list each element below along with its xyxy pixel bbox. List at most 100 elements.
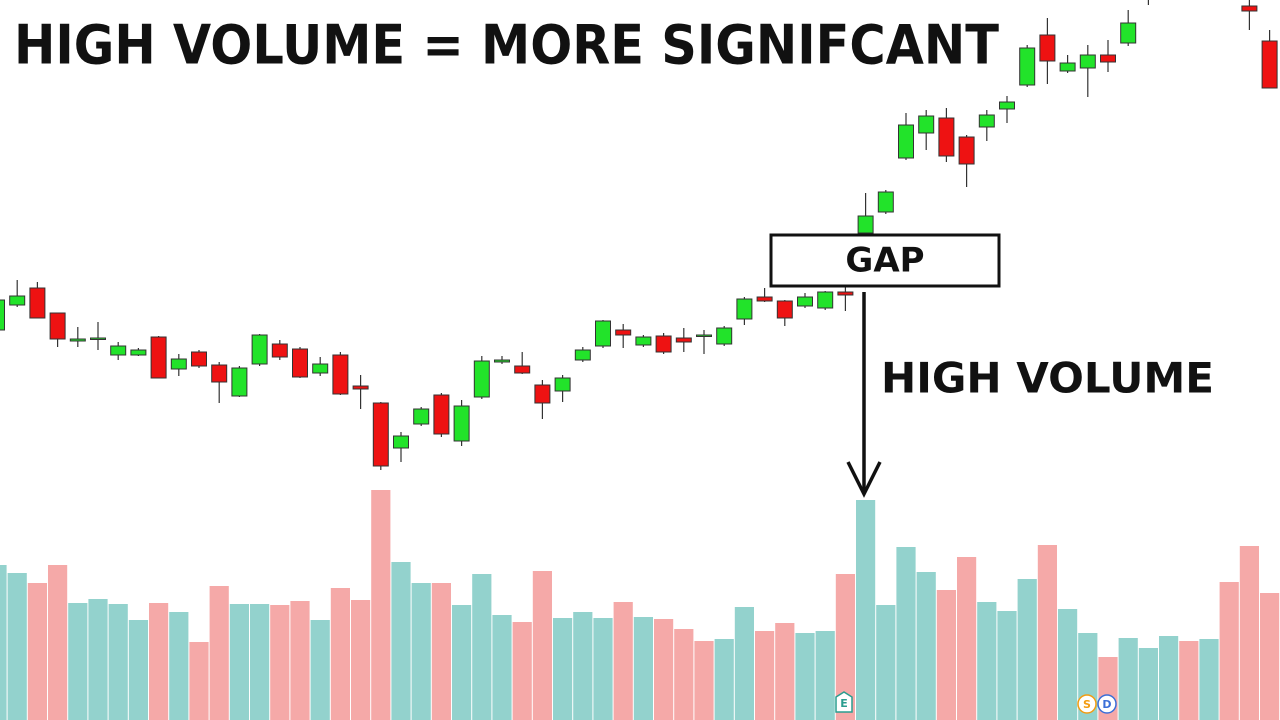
volume-bar (674, 629, 694, 720)
volume-bar (209, 586, 229, 720)
volume-bar (815, 631, 835, 720)
volume-bar (553, 618, 573, 720)
volume-bar (1058, 609, 1078, 720)
candle-body (978, 114, 995, 128)
marker-badge (1097, 694, 1117, 714)
candle-body (938, 117, 955, 157)
candle-body (372, 402, 389, 467)
candle-body (534, 384, 551, 404)
volume-bar (714, 639, 734, 720)
candle-body (393, 435, 409, 449)
marker-label: S (1083, 698, 1091, 711)
volume-bar (1138, 648, 1158, 720)
candle-body (1019, 47, 1036, 86)
volume-bar (88, 599, 108, 720)
candle-body (958, 136, 975, 165)
volume-bar (472, 574, 492, 720)
volume-bar (1037, 545, 1057, 720)
candle-body (918, 115, 935, 134)
volume-bar (512, 622, 532, 720)
candle-body (150, 336, 167, 379)
volume-bar (795, 633, 815, 720)
volume-bar (694, 641, 714, 720)
candle-body (554, 377, 571, 392)
marker-label: E (840, 697, 848, 710)
candle-body (797, 296, 813, 307)
candle-body (332, 354, 349, 395)
candle-body (736, 298, 753, 320)
candle-body (271, 343, 288, 358)
volume-bar (310, 620, 330, 720)
candle-body (130, 349, 147, 356)
volume-bar (856, 500, 876, 720)
candle-body (1039, 34, 1056, 62)
volume-bar (1159, 636, 1179, 720)
volume-bar (391, 562, 411, 720)
candle-body (857, 215, 874, 234)
candle-body (9, 295, 26, 306)
volume-bar (108, 604, 128, 720)
volume-bar (290, 601, 310, 720)
volume-bar (68, 603, 88, 720)
candle-body (69, 338, 86, 342)
volume-bar (371, 490, 391, 720)
candle-body (1059, 62, 1076, 72)
candle-body (29, 287, 46, 319)
volume-bar (27, 583, 47, 720)
volume-bar (169, 612, 189, 720)
volume-bar (1260, 593, 1280, 720)
candle-body (292, 348, 308, 378)
event-marker[interactable]: S (1077, 694, 1097, 714)
candle-body (655, 335, 672, 353)
candle-body (675, 337, 692, 343)
candle-body (574, 349, 591, 361)
volume-bar (270, 605, 290, 720)
volume-bar (775, 623, 795, 720)
candle-body (1261, 40, 1278, 89)
candle-body (514, 365, 531, 374)
candle-body (312, 363, 329, 374)
volume-bar (229, 604, 249, 720)
volume-bar (997, 611, 1017, 720)
candle-body (776, 300, 793, 319)
volume-bar (633, 617, 653, 720)
candle-body (817, 291, 834, 309)
candle-body (352, 385, 369, 390)
event-marker[interactable]: E (835, 691, 853, 713)
volume-bar (1179, 641, 1199, 720)
candle-body (696, 334, 712, 337)
volume-annotation: HIGH VOLUME (881, 354, 1214, 403)
volume-bar (613, 602, 633, 720)
volume-bar (330, 588, 350, 720)
volume-bar (896, 547, 916, 720)
marker-label: D (1102, 698, 1111, 711)
event-marker[interactable]: D (1097, 694, 1117, 714)
candle-body (170, 358, 187, 370)
candle-body (1079, 54, 1096, 69)
volume-bar (593, 618, 613, 720)
volume-bar (977, 602, 997, 720)
volume-bar (128, 620, 148, 720)
volume-bar (431, 583, 451, 720)
candle-body (1120, 22, 1137, 44)
volume-bar (411, 583, 431, 720)
candle-body (615, 329, 632, 336)
volume-bar (876, 605, 896, 720)
candle-body (837, 291, 854, 296)
volume-bar (149, 603, 169, 720)
candle-body (211, 364, 228, 383)
candle-body (413, 408, 430, 425)
candle-body (251, 334, 268, 365)
volume-bar (1118, 638, 1138, 720)
volume-bar (1017, 579, 1037, 720)
candle-body (473, 360, 490, 398)
candle-body (756, 296, 773, 302)
candle-body (453, 405, 470, 442)
candle-body (90, 337, 106, 340)
volume-bar (492, 615, 512, 720)
marker-badge (1077, 694, 1097, 714)
candle-body (1100, 54, 1116, 63)
volume-bar (351, 600, 371, 720)
arrow-head (846, 461, 882, 498)
